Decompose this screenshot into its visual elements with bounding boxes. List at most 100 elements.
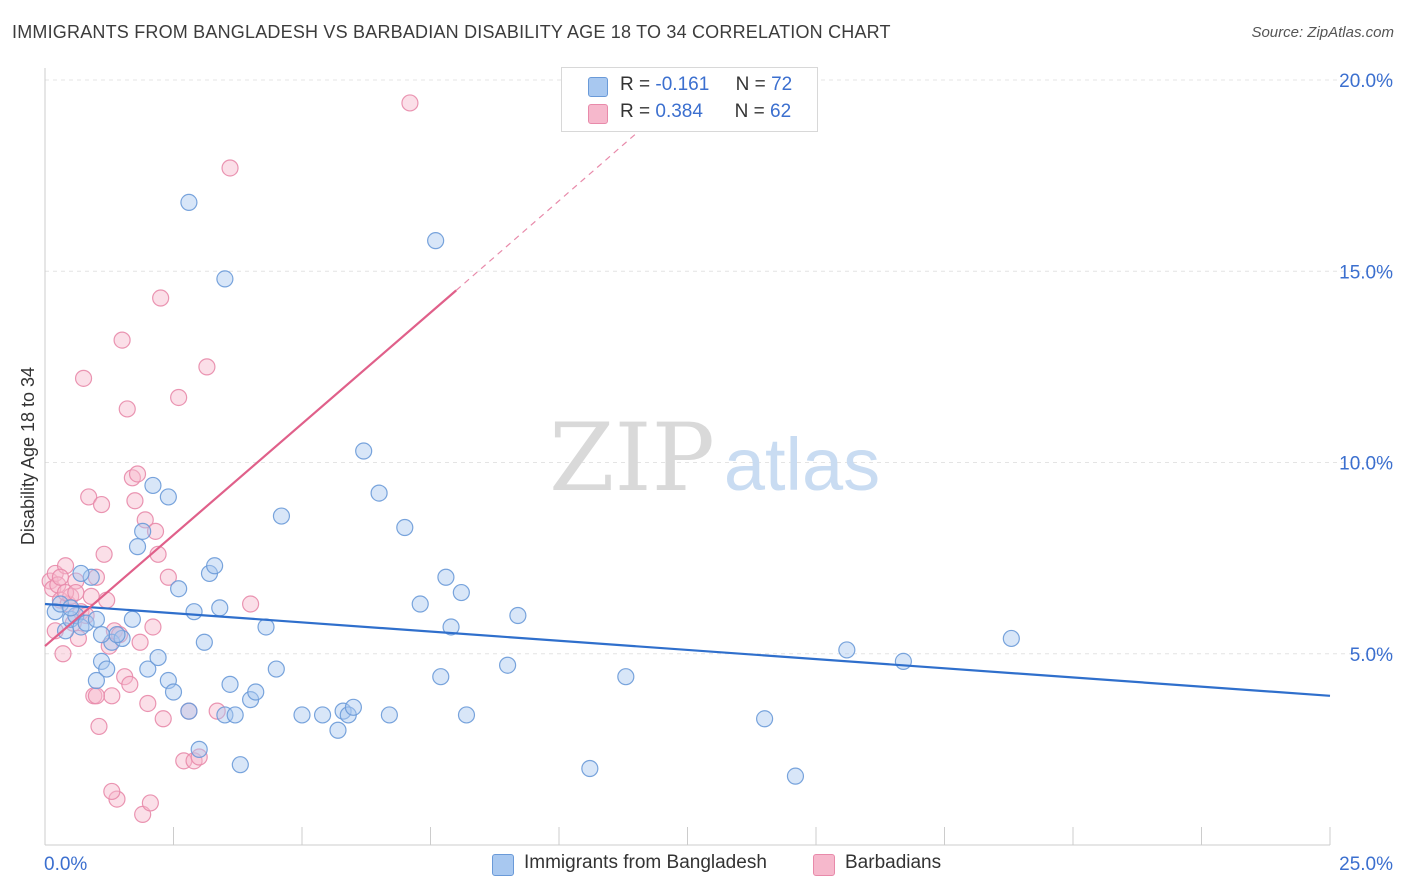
barbadians-point (139, 694, 157, 713)
bangladesh-point (396, 518, 414, 537)
axes (44, 68, 1331, 846)
barbadians-point (92, 495, 111, 514)
barbadians-point (98, 591, 116, 609)
bangladesh-point (139, 660, 157, 678)
bangladesh-point (411, 595, 429, 613)
bangladesh-point (170, 580, 188, 598)
y-tick-label: 10.0% (1339, 454, 1393, 475)
series-bangladesh-points (46, 193, 1020, 785)
legend-swatch-bangladesh (588, 77, 608, 97)
barbadians-point (152, 289, 170, 307)
n-value: 72 (771, 74, 793, 95)
bangladesh-point (149, 648, 167, 667)
bangladesh-point (380, 706, 398, 724)
barbadians-point (95, 545, 113, 563)
barbadians-point (144, 618, 162, 636)
bangladesh-point (226, 706, 244, 724)
bangladesh-point (144, 476, 162, 495)
correlation-legend: R = -0.161 N = 72 R = 0.384 N = 62 (561, 67, 818, 132)
bangladesh-point (216, 270, 234, 288)
bangladesh-point (432, 668, 450, 686)
bangladesh-point (77, 614, 95, 632)
barbadians-point (198, 358, 216, 376)
barbadians-point (87, 687, 106, 705)
bangladesh-point (509, 606, 527, 625)
n-value: 62 (770, 101, 792, 122)
barbadians-point (113, 331, 131, 349)
barbadians-point (74, 369, 93, 387)
bangladesh-point (786, 767, 805, 785)
n-label: N = (734, 101, 765, 122)
legend-text: R = 0.384 N = 62 (620, 101, 791, 123)
barbadians-point (146, 522, 165, 540)
bangladesh-point (190, 740, 208, 758)
bangladesh-point (293, 706, 311, 724)
bangladesh-point (329, 721, 347, 739)
bangladesh-point (617, 668, 635, 686)
barbadians-point (159, 568, 177, 586)
series-legend: Immigrants from Bangladesh Barbadians (0, 852, 1406, 878)
barbadians-point (131, 633, 149, 651)
bangladesh-point (87, 671, 106, 690)
grid (45, 79, 1393, 655)
y-tick-label: 20.0% (1339, 71, 1393, 92)
bangladesh-point (195, 633, 213, 651)
bangladesh-point (257, 618, 275, 636)
chart-title: IMMIGRANTS FROM BANGLADESH VS BARBADIAN … (12, 22, 891, 42)
r-label: R = (620, 101, 651, 122)
bangladesh-point (437, 568, 455, 586)
bangladesh-point (159, 488, 177, 506)
trend-lines (44, 133, 1331, 697)
bangladesh-point (92, 626, 111, 644)
bangladesh-point (72, 564, 90, 583)
bangladesh-point (838, 641, 856, 659)
bangladesh-point (134, 522, 152, 540)
barbadians-point (51, 568, 70, 586)
bangladesh-point (231, 756, 249, 774)
bangladesh-point (62, 599, 80, 617)
bangladesh-point (442, 618, 460, 636)
bangladesh-point (180, 702, 198, 720)
chart-source: Source: ZipAtlas.com (1251, 24, 1394, 41)
bangladesh-point (211, 599, 229, 617)
watermark-zip: ZIP (549, 404, 715, 513)
barbadians-point (121, 675, 139, 693)
legend-swatch-barbadians (588, 104, 608, 124)
x-tick-label: 0.0% (44, 854, 87, 875)
legend-text: R = -0.161 N = 72 (620, 74, 792, 96)
bangladesh-point (344, 698, 362, 716)
bangladesh-point (355, 442, 373, 460)
barbadians-point (128, 465, 147, 483)
barbadians-point (54, 645, 72, 663)
barbadians-point (90, 717, 108, 736)
bangladesh-point (185, 603, 203, 621)
bangladesh-point (452, 583, 470, 602)
bangladesh-point (82, 568, 100, 586)
bangladesh-point (370, 484, 388, 502)
bangladesh-point (87, 610, 106, 628)
bangladesh-point (894, 652, 912, 671)
bangladesh-point (272, 507, 291, 525)
barbadians-point (154, 710, 172, 728)
bangladesh-point (164, 683, 183, 701)
legend-label-bangladesh: Immigrants from Bangladesh (524, 852, 767, 873)
barbadians-point (103, 687, 121, 705)
bangladesh-point (128, 538, 147, 556)
bangladesh-point (206, 557, 224, 575)
bangladesh-point (180, 193, 198, 211)
bangladesh-point (457, 706, 476, 724)
bangladesh-point (98, 660, 116, 678)
bangladesh-point (581, 759, 599, 778)
y-axis-label: Disability Age 18 to 34 (18, 367, 38, 545)
r-value: -0.161 (655, 74, 710, 95)
bangladesh-point (108, 626, 126, 644)
barbadians-trend-extension (455, 133, 637, 291)
barbadians-point (80, 488, 98, 506)
bangladesh-point (123, 610, 141, 628)
bangladesh-point (427, 232, 445, 250)
bangladesh-point (755, 710, 774, 728)
zipatlas-watermark: ZIP atlas (549, 404, 880, 513)
barbadians-point (67, 583, 85, 602)
barbadians-point (141, 794, 159, 812)
